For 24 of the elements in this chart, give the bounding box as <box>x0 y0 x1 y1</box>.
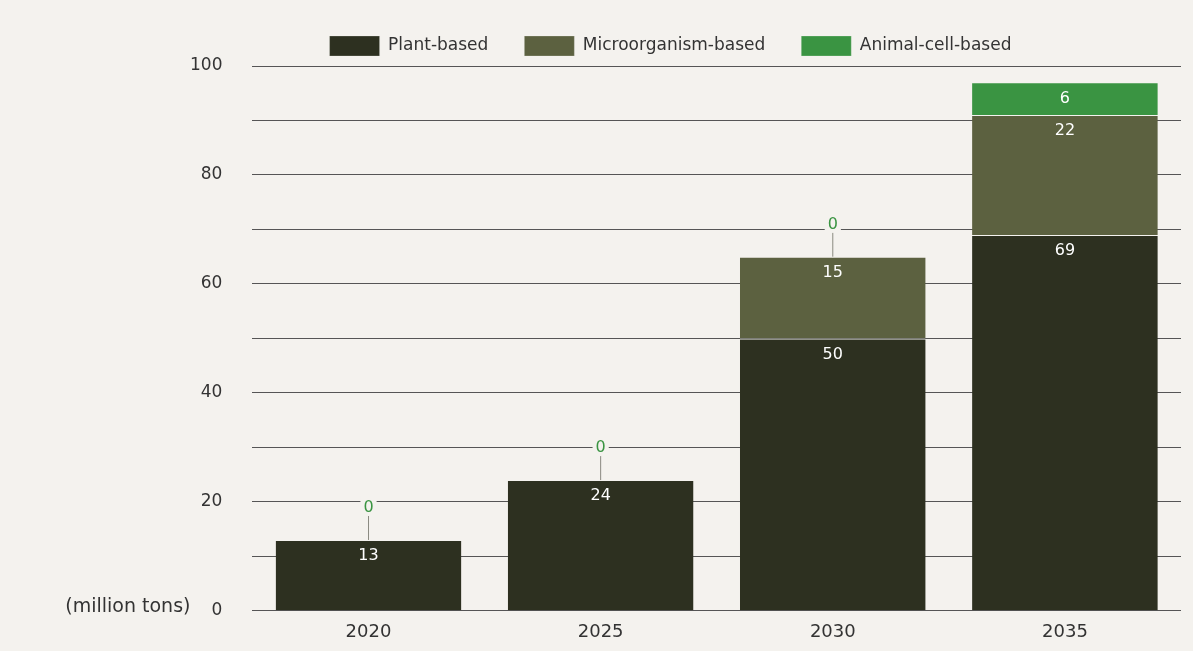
legend-label: Plant-based <box>388 34 489 55</box>
y-tick-label: 60 <box>200 272 223 293</box>
data-label: 6 <box>1059 87 1071 107</box>
data-label: 15 <box>822 261 843 281</box>
x-tick-label: 2020 <box>345 620 392 642</box>
y-tick-label: 100 <box>189 54 223 75</box>
x-tick-label: 2035 <box>1042 620 1088 642</box>
y-tick-label: 20 <box>200 490 223 511</box>
data-label: 24 <box>590 485 611 505</box>
data-label: 0 <box>363 497 374 517</box>
y-tick-label: 0 <box>211 599 223 620</box>
data-label: 13 <box>358 545 379 565</box>
x-tick-label: 2030 <box>809 620 856 642</box>
y-axis-title: (million tons) <box>65 593 191 616</box>
legend-label: Animal-cell-based <box>859 34 1012 55</box>
legend-label: Microorganism-based <box>582 34 766 55</box>
data-label: 69 <box>1054 240 1076 260</box>
data-label: 50 <box>822 343 843 363</box>
x-tick-label: 2025 <box>577 620 624 642</box>
data-label: 22 <box>1054 120 1076 140</box>
data-label: 0 <box>827 213 838 233</box>
y-tick-label: 80 <box>200 163 223 184</box>
y-tick-label: 40 <box>200 381 223 402</box>
data-label: 0 <box>595 437 606 457</box>
